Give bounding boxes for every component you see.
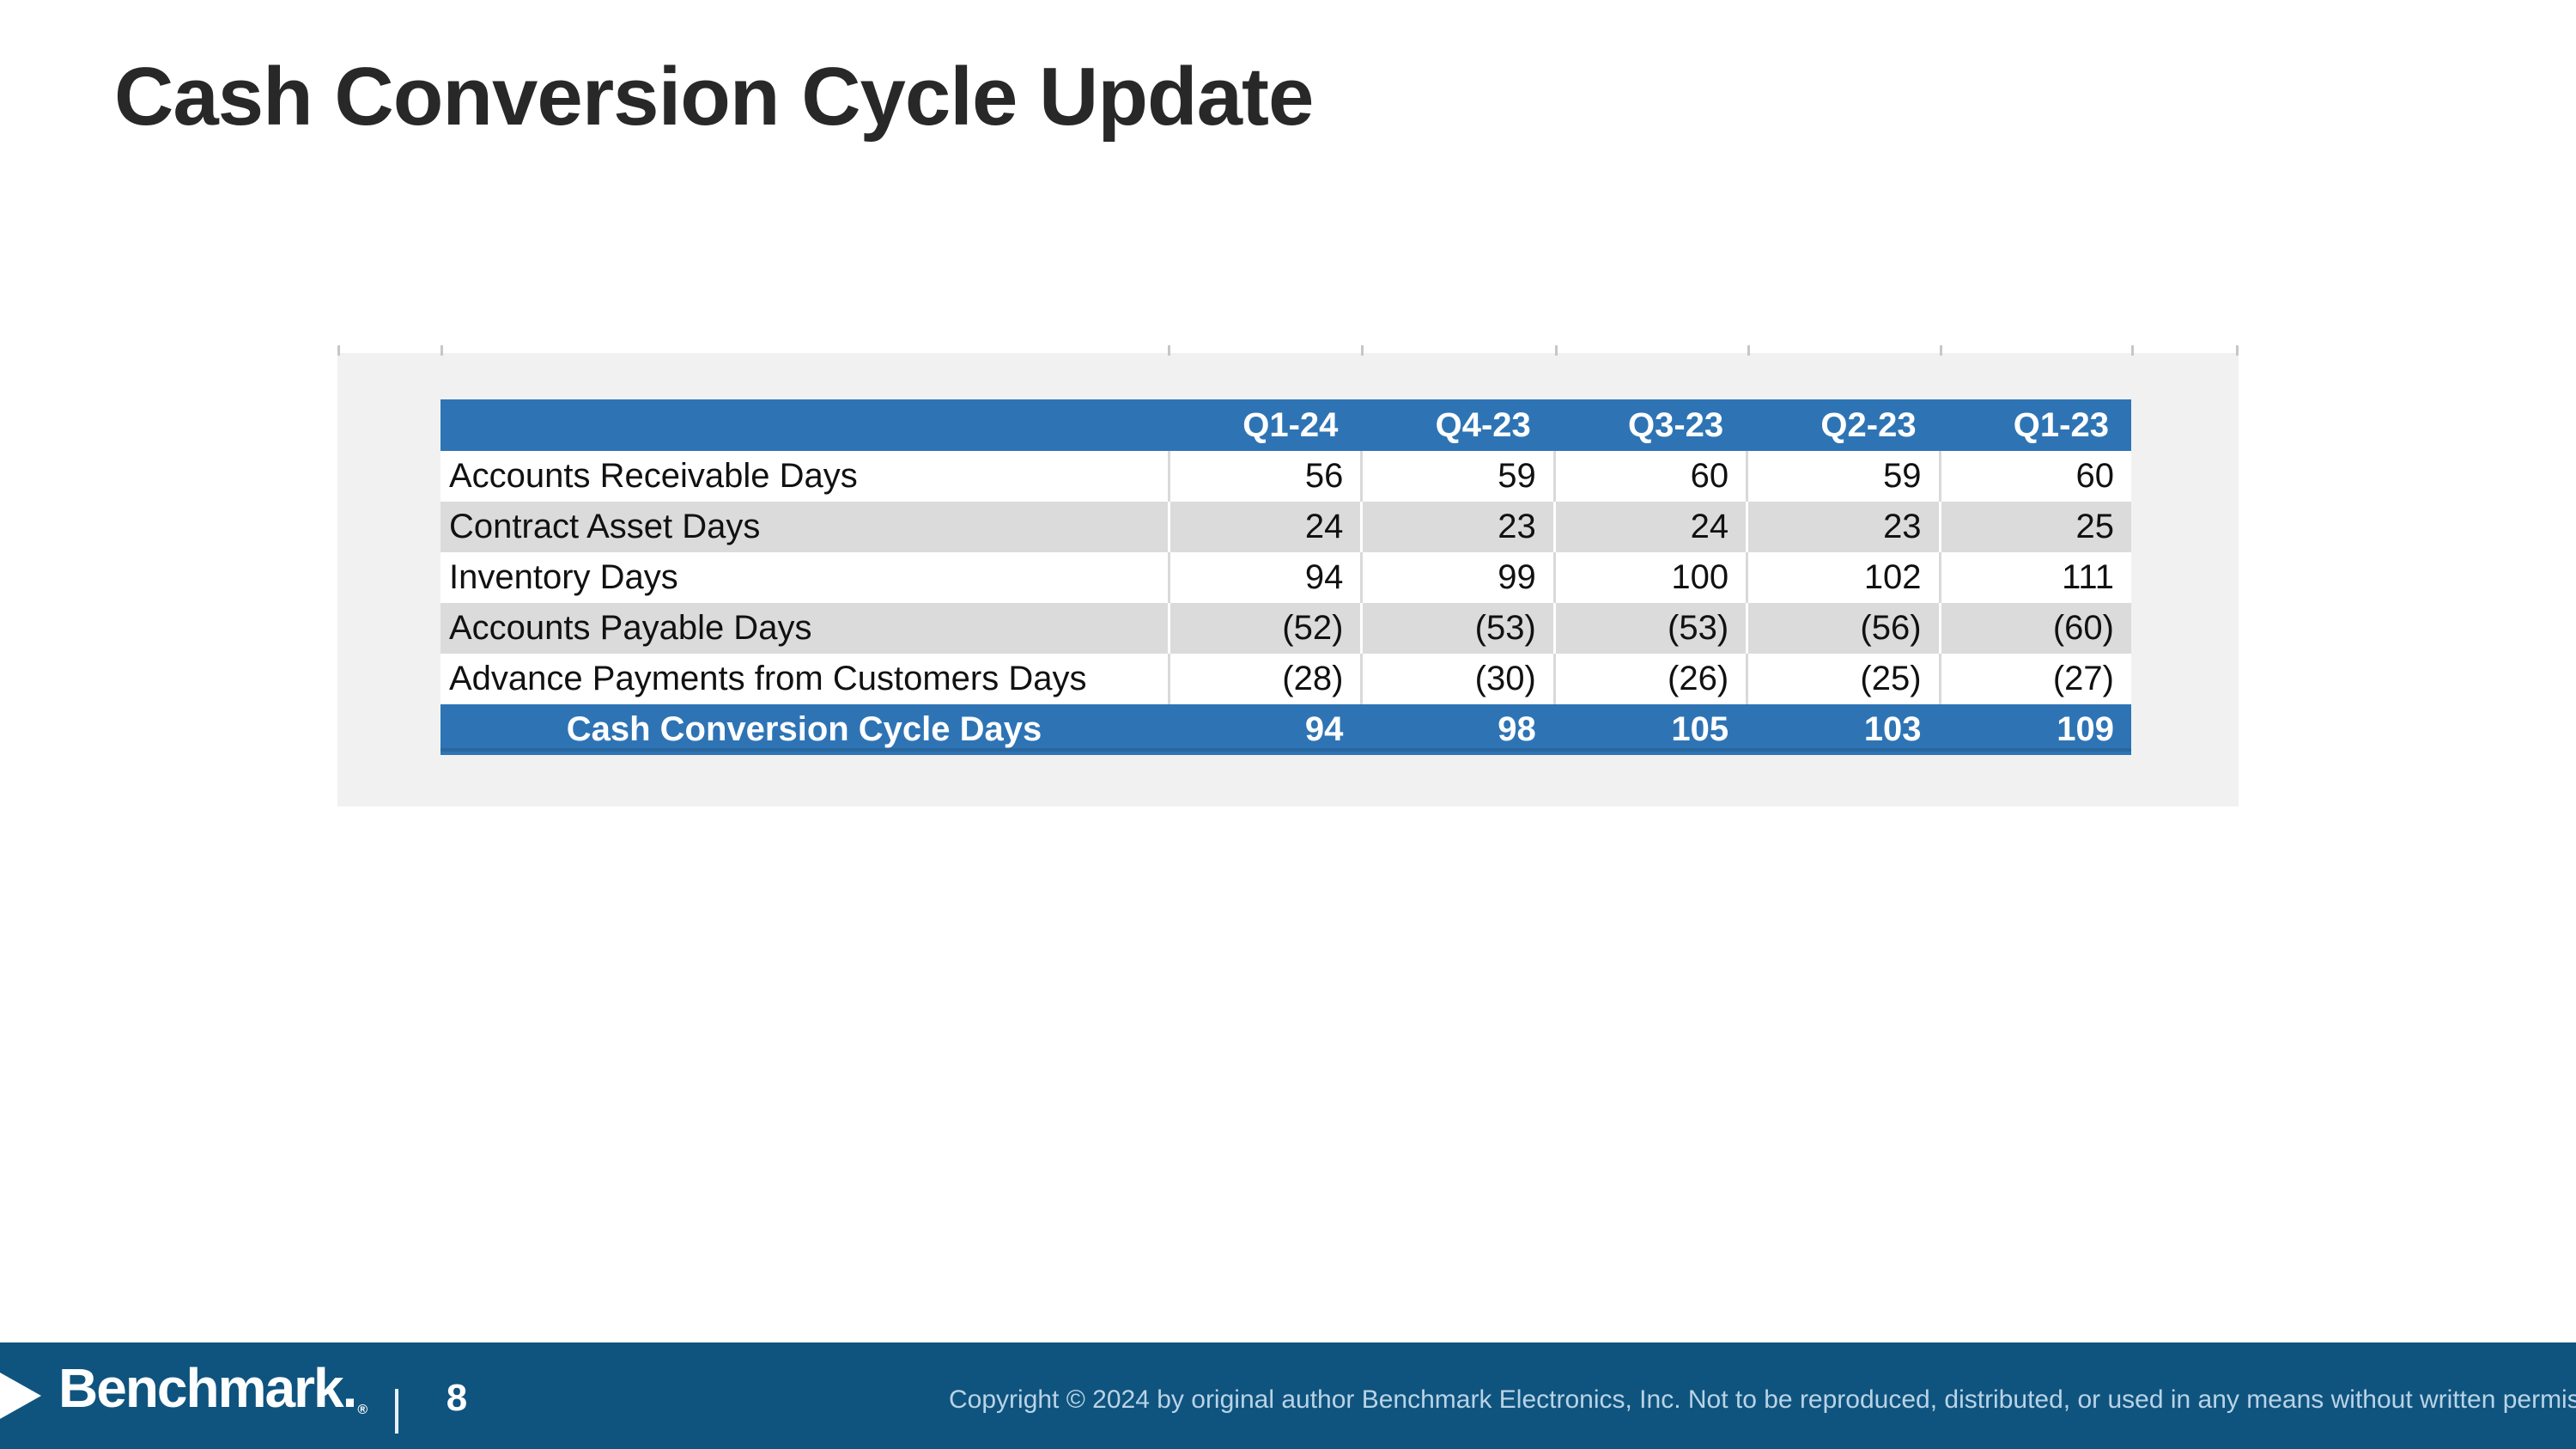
copyright-notice: Copyright © 2024 by original author Benc… xyxy=(949,1385,2576,1414)
total-row-label: Cash Conversion Cycle Days xyxy=(566,710,1042,748)
cell-value: (28) xyxy=(1168,654,1360,704)
column-header: Q3-23 xyxy=(1628,406,1724,444)
cell-value: 111 xyxy=(1938,552,2131,603)
cell-value: 60 xyxy=(1938,451,2131,502)
column-header: Q1-24 xyxy=(1242,406,1339,444)
cell-value: (25) xyxy=(1746,654,1938,704)
column-header: Q4-23 xyxy=(1435,406,1531,444)
total-cell-value: 109 xyxy=(2057,710,2114,748)
cell-value: (53) xyxy=(1360,603,1552,654)
table-header-row: Q1-24 Q4-23 Q3-23 Q2-23 Q1-23 xyxy=(440,399,2131,451)
gridline-stub xyxy=(337,345,340,356)
gridline-stub xyxy=(1555,345,1558,356)
table-total-row: Cash Conversion Cycle Days 94 98 105 103… xyxy=(440,704,2131,755)
row-label: Inventory Days xyxy=(449,558,678,596)
cell-value: (52) xyxy=(1168,603,1360,654)
gridline-stub xyxy=(1168,345,1170,356)
cell-value: 24 xyxy=(1168,502,1360,552)
total-cell-value: 94 xyxy=(1304,710,1344,748)
row-label: Advance Payments from Customers Days xyxy=(449,660,1087,697)
cell-value: 56 xyxy=(1168,451,1360,502)
total-cell-value: 105 xyxy=(1671,710,1729,748)
total-row-bottom-edge xyxy=(440,748,2131,752)
table-panel: Q1-24 Q4-23 Q3-23 Q2-23 Q1-23 Accounts R… xyxy=(337,345,2239,807)
cell-value: 94 xyxy=(1168,552,1360,603)
cell-value: (26) xyxy=(1552,654,1746,704)
registered-trademark-icon: ® xyxy=(357,1403,368,1417)
cell-value: 60 xyxy=(1552,451,1746,502)
total-cell-value: 103 xyxy=(1863,710,1922,748)
column-header: Q1-23 xyxy=(2013,406,2109,444)
cell-value: 59 xyxy=(1746,451,1938,502)
table-row: Inventory Days 94 99 100 102 111 xyxy=(440,552,2131,603)
cell-value: 102 xyxy=(1746,552,1938,603)
cell-value: (53) xyxy=(1552,603,1746,654)
benchmark-logo-text: Benchmark. xyxy=(58,1357,357,1419)
gridline-stub xyxy=(1747,345,1750,356)
row-label: Contract Asset Days xyxy=(449,508,761,545)
gridline-stub xyxy=(2236,345,2239,356)
cell-value: (30) xyxy=(1360,654,1552,704)
column-header: Q2-23 xyxy=(1820,406,1917,444)
benchmark-logo: Benchmark. ® xyxy=(58,1361,368,1431)
row-label: Accounts Payable Days xyxy=(449,609,812,647)
benchmark-arrow-icon xyxy=(0,1373,41,1419)
cell-value: 23 xyxy=(1746,502,1938,552)
footer-bar: Benchmark. ® 8 xyxy=(0,1342,2576,1449)
gridline-stub xyxy=(2131,345,2134,356)
header-spacer-cell xyxy=(440,399,1168,451)
footer-divider xyxy=(395,1389,398,1434)
cell-value: 23 xyxy=(1360,502,1552,552)
slide-title: Cash Conversion Cycle Update xyxy=(114,51,1314,143)
row-label: Accounts Receivable Days xyxy=(449,457,858,495)
table-row: Accounts Payable Days (52) (53) (53) (56… xyxy=(440,603,2131,654)
cell-value: 25 xyxy=(1938,502,2131,552)
cell-value: 99 xyxy=(1360,552,1552,603)
page-number: 8 xyxy=(446,1377,468,1419)
cell-value: (27) xyxy=(1938,654,2131,704)
gridline-stub xyxy=(1940,345,1942,356)
table-row: Accounts Receivable Days 56 59 60 59 60 xyxy=(440,451,2131,502)
total-cell-value: 98 xyxy=(1498,710,1536,748)
gridline-stub xyxy=(1361,345,1364,356)
cell-value: 100 xyxy=(1552,552,1746,603)
table-row: Contract Asset Days 24 23 24 23 25 xyxy=(440,502,2131,552)
cell-value: 24 xyxy=(1552,502,1746,552)
gridline-stub xyxy=(440,345,443,356)
cash-conversion-cycle-table: Q1-24 Q4-23 Q3-23 Q2-23 Q1-23 Accounts R… xyxy=(440,399,2131,755)
cell-value: 59 xyxy=(1360,451,1552,502)
table-row: Advance Payments from Customers Days (28… xyxy=(440,654,2131,704)
cell-value: (56) xyxy=(1746,603,1938,654)
cell-value: (60) xyxy=(1938,603,2131,654)
